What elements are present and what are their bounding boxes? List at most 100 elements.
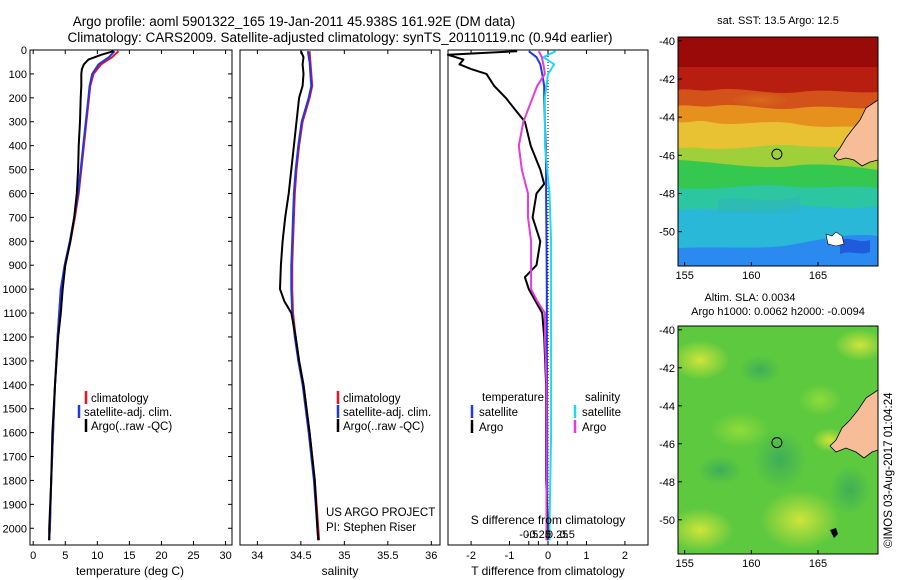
series-line-2: [48, 50, 114, 541]
legend-temperature-title: temperature: [482, 392, 544, 404]
sst-map-panel: sat. SST: 13.5 Argo: 12.5 155 160 165 -40 -4…: [659, 15, 879, 282]
x-tick-label: 0: [545, 550, 551, 562]
x-tick-label: 15: [123, 550, 135, 562]
x-tick-label: 30: [219, 550, 231, 562]
x-tick-label: 25: [187, 550, 199, 562]
salinity-panel: 34 34.5 35 35.5 36 salinity climatology sate…: [239, 49, 441, 578]
depth-tick-label: 1200: [3, 332, 27, 344]
x-tick-label: -1: [505, 550, 515, 562]
lat-tick-label: -42: [659, 363, 675, 375]
depth-tick-label: 0: [21, 45, 27, 57]
x-tick-label: 34.5: [290, 550, 311, 562]
sla-map-frame: [677, 325, 879, 555]
x-tick-label: 0.5: [560, 529, 575, 541]
argo-float-marker: [771, 437, 783, 449]
x-tick-label: 36: [425, 550, 437, 562]
lat-tick-label: -48: [659, 477, 675, 489]
legend-climatology-label: climatology: [91, 393, 149, 405]
legend-satellite-label: satellite-adj. clim.: [343, 407, 431, 419]
imos-timestamp: ©IMOS 03-Aug-2017 01:04:24: [883, 392, 895, 548]
x-tick-label: 0: [545, 529, 551, 541]
sla-map-axes: 155 160 165 -40 -42 -44 -46 -48 -50: [659, 325, 827, 570]
lat-tick-label: -48: [659, 188, 675, 200]
depth-tick-label: 1100: [3, 308, 27, 320]
legend-t-argo-label: Argo: [479, 422, 503, 434]
x-tick-label: 35: [338, 550, 350, 562]
depth-tick-label: 1900: [3, 499, 27, 511]
depth-tick-label: 2000: [3, 523, 27, 535]
figure-title-line1: Argo profile: aoml 5901322_165 19-Jan-20…: [73, 14, 516, 29]
sst-map-axes: 155 160 165 -40 -42 -44 -46 -48 -50: [659, 36, 827, 282]
depth-tick-label: 700: [9, 212, 27, 224]
sst-map-frame: [677, 36, 879, 267]
depth-tick-label: 1400: [3, 380, 27, 392]
t-difference-label: T difference from climatology: [471, 564, 625, 578]
lat-tick-label: -40: [659, 325, 675, 337]
lon-tick-label: 155: [675, 558, 693, 570]
lat-tick-label: -50: [659, 515, 675, 527]
depth-tick-label: 1000: [3, 284, 27, 296]
lon-tick-label: 155: [675, 270, 693, 282]
lon-tick-label: 160: [742, 270, 760, 282]
depth-tick-label: 900: [9, 260, 27, 272]
temperature-legend: climatology satellite-adj. clim. Argo(..…: [77, 391, 172, 433]
salinity-plot-frame: [239, 49, 441, 546]
coastline-land: [829, 389, 878, 459]
lat-tick-label: -44: [659, 401, 675, 413]
depth-tick-label: 400: [9, 141, 27, 153]
temperature-x-label: temperature (deg C): [76, 564, 184, 578]
s-difference-label: S difference from climatology: [471, 513, 626, 527]
lat-tick-label: -46: [659, 150, 675, 162]
x-tick-label: 20: [155, 550, 167, 562]
lat-tick-label: -42: [659, 74, 675, 86]
depth-tick-label: 1700: [3, 452, 27, 464]
lon-tick-label: 160: [742, 558, 760, 570]
temperature-plot-frame: [29, 49, 233, 546]
depth-tick-label: 1800: [3, 475, 27, 487]
legend-climatology-label: climatology: [343, 393, 401, 405]
difference-legend: temperature salinity satellite Argo sate…: [470, 392, 621, 434]
difference-series-line-2: [542, 50, 557, 541]
x-tick-label: 2: [622, 550, 628, 562]
lat-tick-label: -46: [659, 439, 675, 451]
sla-map-subtitle: Argo h1000: 0.0062 h2000: -0.0094: [691, 306, 865, 318]
x-tick-label: -0.5: [519, 529, 538, 541]
pi-credit: PI: Stephen Riser: [326, 522, 416, 534]
lat-tick-label: -40: [659, 36, 675, 48]
x-tick-label: -0.25: [526, 529, 551, 541]
legend-argo-label: Argo(..raw -QC): [91, 421, 172, 433]
x-tick-label: 10: [91, 550, 103, 562]
legend-satellite-label: satellite-adj. clim.: [84, 407, 172, 419]
depth-tick-label: 100: [9, 69, 27, 81]
legend-t-satellite-label: satellite: [479, 407, 518, 419]
sst-heatmap: [678, 37, 878, 266]
temperature-x-axis: 0 5 10 15 20 25 30: [30, 50, 232, 562]
lat-tick-label: -44: [659, 112, 675, 124]
depth-tick-label: 300: [9, 117, 27, 129]
argo-float-marker: [771, 148, 783, 160]
difference-series-line-3: [517, 50, 548, 541]
x-tick-label: 0.25: [547, 529, 568, 541]
legend-argo-label: Argo(..raw -QC): [343, 421, 424, 433]
legend-salinity-title: salinity: [585, 392, 620, 404]
salinity-x-label: salinity: [322, 564, 359, 578]
figure-title-line2: Climatology: CARS2009. Satellite-adjuste…: [67, 30, 612, 45]
lon-tick-label: 165: [809, 558, 827, 570]
temperature-lines: [48, 50, 120, 541]
x-tick-label: 5: [62, 550, 68, 562]
x-tick-label: 0: [30, 550, 36, 562]
salinity-legend: climatology satellite-adj. clim. Argo(..…: [336, 391, 431, 433]
x-tick-label: 1: [583, 550, 589, 562]
sla-map-title: Altim. SLA: 0.0034: [704, 292, 795, 304]
depth-tick-label: 1300: [3, 356, 27, 368]
salinity-lines: [279, 50, 321, 541]
legend-s-argo-label: Argo: [582, 422, 606, 434]
x-tick-label: 35.5: [377, 550, 398, 562]
depth-tick-label: 1500: [3, 404, 27, 416]
depth-tick-label: 600: [9, 188, 27, 200]
depth-tick-label: 500: [9, 165, 27, 177]
difference-lines: [447, 50, 557, 541]
